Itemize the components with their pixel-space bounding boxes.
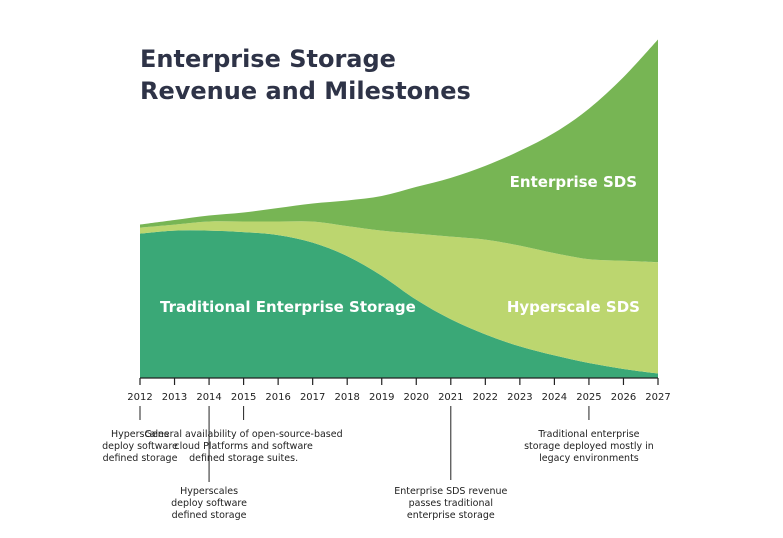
chart-title-line-2: Revenue and Milestones bbox=[140, 77, 471, 105]
annotation-2021: Enterprise SDS revenue passes traditional… bbox=[394, 486, 507, 521]
tick-label-2016: 2016 bbox=[265, 392, 290, 403]
annotation-2015: General availability of open-source-base… bbox=[145, 429, 343, 464]
tick-label-2021: 2021 bbox=[438, 392, 463, 403]
tick-label-2027: 2027 bbox=[645, 392, 670, 403]
tick-label-2019: 2019 bbox=[369, 392, 394, 403]
area-hyperscale-sds bbox=[140, 221, 658, 374]
tick-label-2018: 2018 bbox=[334, 392, 359, 403]
x-axis-ticks: 2012 2013 2014 2015 2016 2017 2018 2019 2020 2021… bbox=[127, 378, 671, 403]
stacked-areas bbox=[140, 39, 658, 378]
label-enterprise-sds: Enterprise SDS bbox=[510, 173, 637, 191]
tick-label-2014: 2014 bbox=[196, 392, 221, 403]
tick-label-2020: 2020 bbox=[404, 392, 429, 403]
chart-title-line-1: Enterprise Storage bbox=[140, 45, 396, 73]
tick-label-2015: 2015 bbox=[231, 392, 256, 403]
annotation-2014: Hyperscales deploy software defined storag… bbox=[171, 486, 247, 521]
area-labels: Traditional Enterprise Storage Hyperscale… bbox=[160, 173, 640, 316]
tick-label-2025: 2025 bbox=[576, 392, 601, 403]
tick-label-2024: 2024 bbox=[542, 392, 567, 403]
tick-label-2026: 2026 bbox=[611, 392, 636, 403]
tick-label-2012: 2012 bbox=[127, 392, 152, 403]
label-traditional-enterprise-storage: Traditional Enterprise Storage bbox=[160, 298, 416, 316]
tick-label-2023: 2023 bbox=[507, 392, 532, 403]
tick-label-2013: 2013 bbox=[162, 392, 187, 403]
label-hyperscale-sds: Hyperscale SDS bbox=[507, 298, 640, 316]
annotation-2012: Hyperscales deploy software defined storag… bbox=[102, 429, 178, 464]
tick-label-2017: 2017 bbox=[300, 392, 325, 403]
area-enterprise-sds bbox=[140, 39, 658, 263]
area-traditional-enterprise-storage bbox=[140, 230, 658, 378]
milestone-annotations: Hyperscales deploy software defined storag… bbox=[102, 406, 654, 521]
tick-label-2022: 2022 bbox=[473, 392, 498, 403]
annotation-2025: Traditional enterprise storage deployed m… bbox=[524, 429, 654, 464]
